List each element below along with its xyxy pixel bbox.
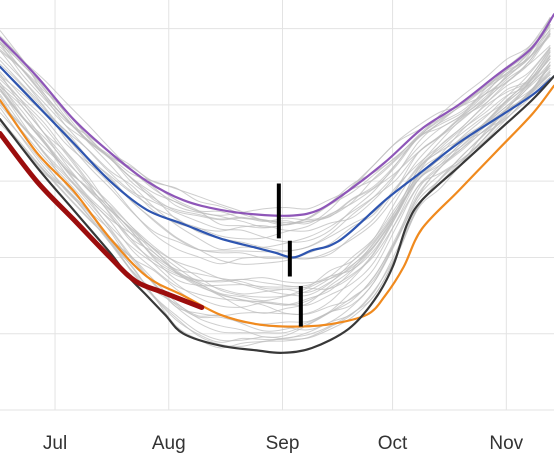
x-tick-label: Oct [378,433,408,454]
background-year-line [0,23,551,225]
x-tick-label: Aug [152,433,186,454]
background-year-line [0,65,551,332]
background-year-line [0,45,551,265]
background-year-line [0,51,551,297]
background-year-line [0,54,551,288]
series-line-3 [0,84,554,328]
background-year-line [0,47,551,298]
x-tick-label: Sep [266,433,300,454]
background-year-line [0,71,551,317]
background-year-line [0,17,551,229]
background-year-line [0,55,551,294]
background-year-line [0,58,551,284]
background-year-line [0,64,551,307]
x-tick-label: Jul [43,433,67,454]
markers [276,183,303,327]
background-year-line [0,16,551,226]
series-line-1 [0,13,554,217]
background-year-line [0,51,551,314]
background-year-line [0,21,551,216]
highlighted-series [0,13,554,354]
background-year-line [0,69,551,342]
background-year-line [0,33,551,252]
background-year-line [0,29,551,251]
background-year-line [0,18,551,228]
series-line-2 [0,65,554,259]
x-axis-ticks: Jul Aug Sep Oct Nov [43,433,524,454]
series-line-5 [0,131,205,310]
background-year-line [0,61,551,290]
x-tick-label: Nov [489,433,523,454]
background-year-line [0,47,551,295]
